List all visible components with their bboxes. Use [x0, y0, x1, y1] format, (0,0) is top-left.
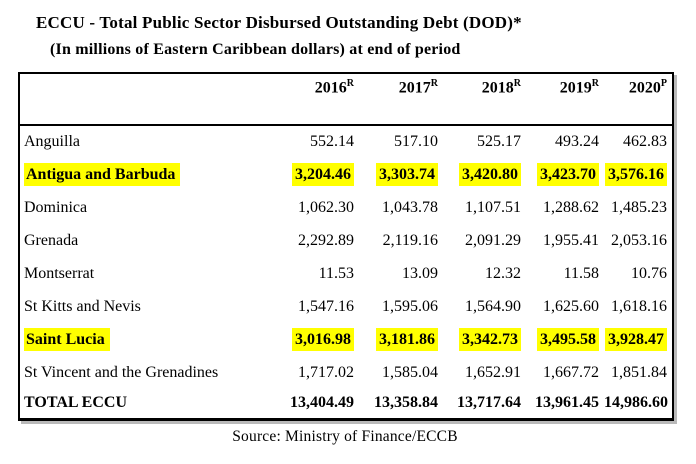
value-cell: 1,107.51: [465, 198, 521, 216]
value-cell: 3,423.70: [526, 158, 604, 191]
value-cell: 1,955.41: [543, 231, 599, 249]
value-cell: 13,717.64: [457, 394, 521, 412]
value-cell: 2,053.16: [611, 231, 667, 249]
column-header-2018: 2018R: [443, 73, 526, 126]
value-cell: 1,667.72: [543, 363, 599, 381]
row-label: Anguilla: [24, 133, 80, 150]
value-cell: 2,091.29: [465, 231, 521, 249]
column-header-2016: 2016R: [272, 73, 359, 126]
value-cell: 2,292.89: [298, 231, 354, 249]
value-cell: 13,358.84: [374, 394, 438, 412]
value-cell: 3,181.86: [359, 323, 443, 356]
value-cell: 1,595.06: [382, 297, 438, 315]
row-label: St Vincent and the Grenadines: [24, 363, 219, 381]
value-cell: 13,404.49: [290, 394, 354, 412]
table-row: St Vincent and the Grenadines 1,717.02 1,5…: [19, 356, 673, 389]
column-header-2019: 2019R: [526, 73, 604, 126]
table-row: Antigua and Barbuda 3,204.46 3,303.74 3,420…: [19, 158, 673, 191]
value-cell: 1,062.30: [298, 198, 354, 216]
value-cell: 3,303.74: [359, 158, 443, 191]
value-cell: 1,564.90: [465, 297, 521, 315]
value-cell: 1,851.84: [611, 363, 667, 381]
value-cell: 1,288.62: [543, 198, 599, 216]
row-label: TOTAL ECCU: [24, 394, 127, 412]
value-cell: 13.09: [402, 264, 438, 282]
table-row: Saint Lucia 3,016.98 3,181.86 3,342.73 3,495…: [19, 323, 673, 356]
value-cell: 3,342.73: [443, 323, 526, 356]
table-row: Dominica 1,062.30 1,043.78 1,107.51 1,288.62…: [19, 191, 673, 224]
value-cell: 1,547.16: [298, 297, 354, 315]
value-cell: 11.58: [563, 264, 599, 282]
row-label: Saint Lucia: [19, 323, 272, 356]
value-cell: 10.76: [631, 264, 667, 282]
table-body: Anguilla 552.14 517.10 525.17 493.24 462.83 An…: [19, 125, 673, 419]
value-cell: 1,652.91: [465, 363, 521, 381]
table-row: TOTAL ECCU 13,404.49 13,358.84 13,717.64 13,…: [19, 389, 673, 419]
debt-table: 2016R 2017R 2018R 2019R 2020P Anguilla 552.14…: [18, 72, 674, 421]
value-cell: 1,485.23: [611, 198, 667, 216]
source-note: Source: Ministry of Finance/ECCB: [232, 428, 458, 445]
value-cell: 493.24: [555, 133, 599, 150]
value-cell: 3,420.80: [443, 158, 526, 191]
table-row: Anguilla 552.14 517.10 525.17 493.24 462.83: [19, 125, 673, 158]
country-column-header: [19, 73, 272, 126]
value-cell: 2,119.16: [382, 231, 438, 249]
table-title: ECCU - Total Public Sector Disbursed Out…: [36, 13, 522, 32]
value-cell: 525.17: [477, 133, 521, 150]
value-cell: 12.32: [485, 264, 521, 282]
value-cell: 3,016.98: [272, 323, 359, 356]
value-cell: 11.53: [318, 264, 354, 282]
row-label: Dominica: [24, 198, 88, 216]
value-cell: 1,618.16: [611, 297, 667, 315]
value-cell: 1,585.04: [382, 363, 438, 381]
value-cell: 3,928.47: [604, 323, 673, 356]
table-subtitle: (In millions of Eastern Caribbean dollar…: [50, 41, 461, 58]
value-cell: 3,495.58: [526, 323, 604, 356]
value-cell: 3,576.16: [604, 158, 673, 191]
value-cell: 552.14: [310, 133, 354, 150]
value-cell: 1,043.78: [382, 198, 438, 216]
value-cell: 14,986.60: [604, 394, 668, 412]
header-row: 2016R 2017R 2018R 2019R 2020P: [19, 73, 673, 126]
value-cell: 1,625.60: [543, 297, 599, 315]
column-header-2020: 2020P: [604, 73, 673, 126]
value-cell: 13,961.45: [535, 394, 599, 412]
value-cell: 1,717.02: [298, 363, 354, 381]
table-header: 2016R 2017R 2018R 2019R 2020P: [19, 73, 673, 126]
row-label: Antigua and Barbuda: [19, 158, 272, 191]
row-label: St Kitts and Nevis: [24, 297, 141, 315]
row-label: Grenada: [24, 231, 79, 249]
row-label: Montserrat: [24, 264, 95, 282]
table-row: Grenada 2,292.89 2,119.16 2,091.29 1,955.41 2…: [19, 224, 673, 257]
table-row: St Kitts and Nevis 1,547.16 1,595.06 1,564.…: [19, 290, 673, 323]
value-cell: 517.10: [394, 133, 438, 150]
value-cell: 462.83: [623, 133, 667, 150]
table-row: Montserrat 11.53 13.09 12.32 11.58 10.76: [19, 257, 673, 290]
column-header-2017: 2017R: [359, 73, 443, 126]
value-cell: 3,204.46: [272, 158, 359, 191]
